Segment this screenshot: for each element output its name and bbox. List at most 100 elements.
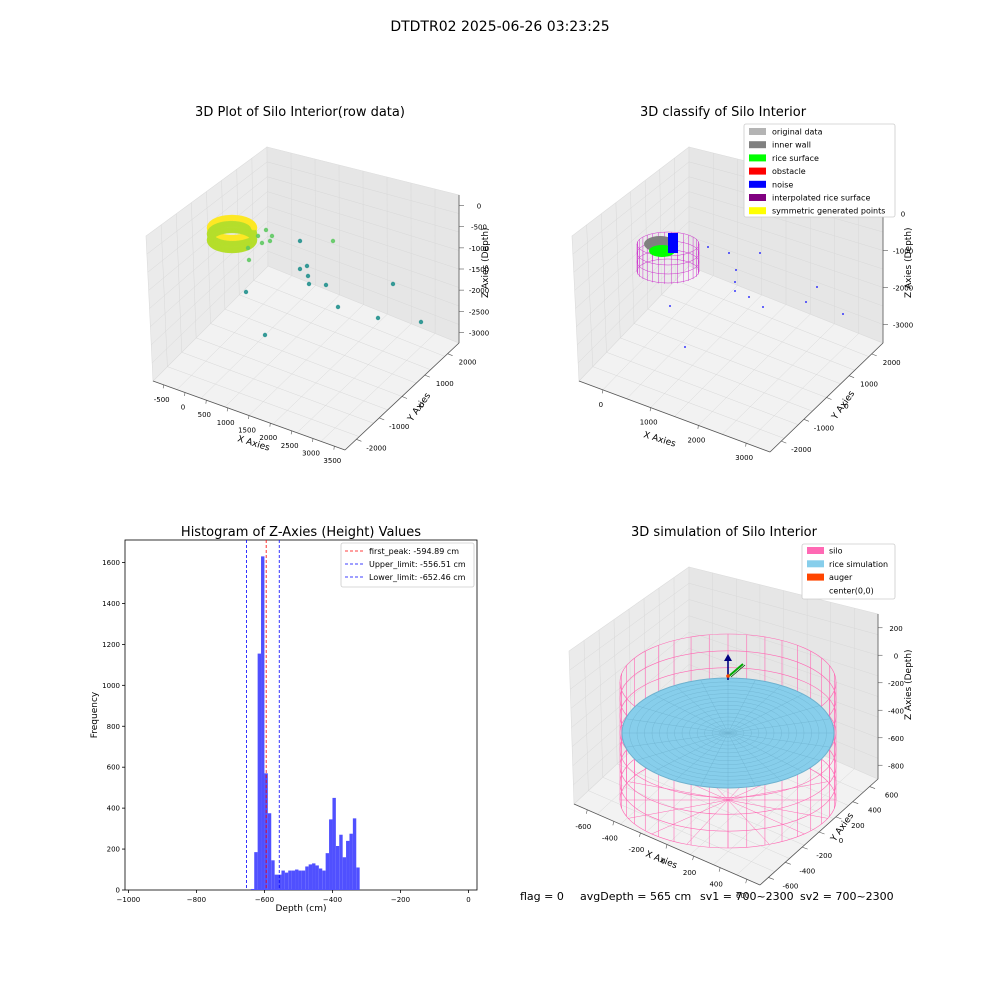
footer-flag: flag = 0 bbox=[520, 890, 564, 903]
noise-point bbox=[707, 246, 709, 248]
raw-point bbox=[245, 245, 251, 251]
raw-point bbox=[263, 227, 269, 233]
rice-surface-mesh bbox=[727, 732, 831, 748]
raw-x-tick bbox=[184, 392, 186, 397]
histogram-y-tick-label: 1000 bbox=[102, 682, 120, 690]
gridline bbox=[296, 323, 412, 433]
raw-y-tick-label: 1000 bbox=[436, 380, 454, 388]
histogram-bar bbox=[278, 874, 282, 890]
legend-label: noise bbox=[772, 180, 793, 189]
histogram-bar bbox=[267, 813, 272, 890]
legend-label: original data bbox=[772, 128, 823, 137]
legend-frame bbox=[340, 542, 475, 588]
rice-surface-mesh bbox=[727, 732, 756, 787]
noise-cluster bbox=[668, 233, 678, 253]
histogram-bar bbox=[305, 866, 309, 890]
gridline bbox=[146, 161, 268, 255]
raw-y-tick bbox=[447, 353, 453, 356]
histogram-bar bbox=[308, 864, 313, 890]
gridline bbox=[688, 599, 879, 656]
legend-label: rice simulation bbox=[829, 560, 888, 569]
gridline bbox=[688, 206, 884, 270]
raw-point bbox=[330, 238, 336, 244]
raw-x-tick-label: 3500 bbox=[323, 457, 341, 465]
panel-histogram: Histogram of Z-Axies (Height) Values −10… bbox=[90, 525, 478, 914]
noise-point bbox=[748, 296, 750, 298]
classify-x-tick bbox=[649, 407, 651, 412]
rice-surface-mesh bbox=[727, 679, 756, 734]
raw-point bbox=[418, 319, 424, 325]
gridline bbox=[267, 176, 460, 233]
legend-swatch bbox=[807, 573, 824, 581]
noise-point bbox=[805, 301, 807, 303]
simulation-legend: silo rice simulation auger center(0,0) bbox=[801, 543, 896, 600]
raw-x-tick bbox=[312, 438, 314, 443]
histogram-legend: first_peak: -594.89 cm Upper_limit: -556.… bbox=[340, 542, 475, 588]
sim-y-tick-label: -200 bbox=[816, 852, 832, 860]
sim-z-tick-label: 0 bbox=[894, 652, 898, 660]
legend-label: inner wall bbox=[772, 141, 811, 150]
gridline bbox=[574, 191, 690, 291]
raw-point bbox=[305, 273, 311, 279]
legend-label: interpolated rice surface bbox=[772, 194, 870, 203]
gridline bbox=[251, 158, 254, 281]
rice-surface-mesh bbox=[625, 732, 729, 748]
legend-label: silo bbox=[829, 547, 843, 556]
histogram-y-tick-label: 1200 bbox=[102, 641, 120, 649]
gridline bbox=[688, 583, 879, 635]
raw-y-tick-label: -1000 bbox=[389, 423, 409, 431]
noise-point bbox=[735, 269, 737, 271]
sim-z-tick-label: -600 bbox=[888, 735, 904, 743]
gridline bbox=[745, 333, 859, 444]
sim-x-tick bbox=[665, 844, 668, 849]
sim-x-tick bbox=[718, 867, 721, 872]
sim-y-tick bbox=[852, 801, 859, 804]
histogram-bar bbox=[288, 870, 292, 890]
raw-point bbox=[250, 230, 258, 237]
histogram-bar bbox=[346, 840, 350, 890]
gridline bbox=[736, 768, 855, 876]
classify-legend: original data inner wall rice surface obsta… bbox=[743, 123, 896, 218]
gridline bbox=[675, 280, 869, 357]
histogram-bar bbox=[339, 834, 343, 890]
histogram-bar bbox=[301, 870, 306, 890]
sim-y-tick bbox=[835, 816, 842, 820]
footer-sv2: sv2 = 700~2300 bbox=[800, 890, 894, 903]
panel-simulation-3d: 3D simulation of Silo Interior X Axies Y… bbox=[568, 525, 914, 900]
gridline bbox=[688, 631, 879, 697]
classify-z-tick-label: -2000 bbox=[893, 285, 913, 293]
histogram-bar bbox=[329, 819, 333, 890]
rice-surface-mesh bbox=[727, 732, 782, 781]
histogram-bar bbox=[318, 868, 323, 890]
gridline bbox=[267, 206, 460, 270]
rice-surface-mesh bbox=[636, 732, 729, 761]
histogram-xlabel: Depth (cm) bbox=[275, 904, 326, 914]
raw-z-tick-label: -3000 bbox=[469, 329, 489, 337]
histogram-x-tick-label: 0 bbox=[466, 896, 470, 904]
sim-y-tick bbox=[869, 786, 876, 789]
raw-point bbox=[250, 236, 258, 243]
classify-x-tick-label: 0 bbox=[599, 401, 603, 409]
histogram-x-tick-label: −400 bbox=[323, 896, 342, 904]
sim-x-tick-label: 600 bbox=[736, 892, 749, 900]
gridline bbox=[674, 158, 676, 281]
classify-y-tick-label: 2000 bbox=[883, 359, 901, 367]
histogram-y-tick-label: 400 bbox=[107, 805, 120, 813]
sim-x-tick bbox=[585, 809, 588, 814]
noise-point bbox=[734, 281, 736, 283]
histogram-x-tick-label: −600 bbox=[255, 896, 274, 904]
raw-point bbox=[262, 332, 268, 338]
legend-label: symmetric generated points bbox=[772, 207, 885, 216]
gridline bbox=[224, 308, 417, 384]
raw-y-tick bbox=[356, 439, 362, 442]
gridline bbox=[713, 758, 831, 865]
raw-point bbox=[335, 304, 341, 310]
panel-classify-zlabel: Z Axies (Depth) bbox=[904, 227, 914, 298]
noise-point bbox=[759, 252, 761, 254]
histogram-x-tick-label: −800 bbox=[187, 896, 206, 904]
histogram-y-tick-label: 0 bbox=[116, 887, 120, 895]
legend-swatch bbox=[749, 194, 766, 201]
raw-point bbox=[297, 266, 303, 272]
raw-point bbox=[306, 281, 312, 287]
classify-y-tick bbox=[848, 375, 855, 378]
